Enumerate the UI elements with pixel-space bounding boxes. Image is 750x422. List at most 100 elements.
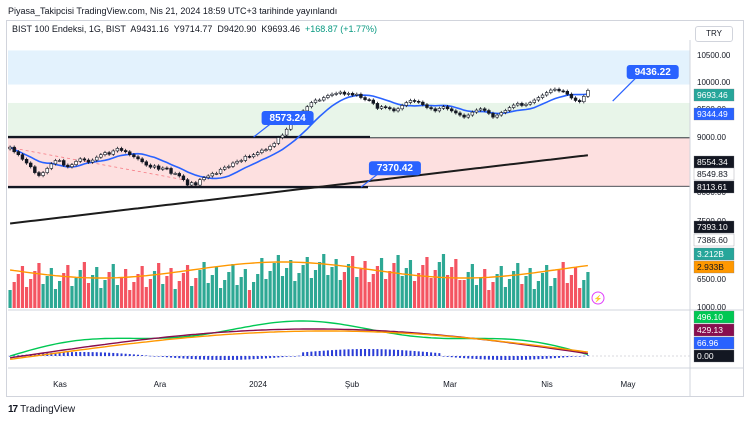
volume-bar — [334, 259, 338, 308]
value-tag-label: 66.96 — [697, 338, 719, 348]
macd-hist-bar — [215, 356, 218, 360]
candle-body — [235, 161, 239, 164]
macd-hist-bar — [533, 356, 536, 360]
macd-hist-bar — [269, 356, 272, 359]
macd-hist-bar — [190, 356, 193, 360]
candle-body — [317, 99, 322, 102]
macd-hist-bar — [401, 350, 404, 356]
candle-body — [511, 104, 516, 108]
zone-band — [8, 137, 690, 187]
volume-bar — [181, 273, 186, 308]
callout-box — [626, 65, 679, 80]
candle-body — [256, 152, 260, 155]
candle-body — [251, 154, 256, 158]
candle-body — [152, 165, 157, 168]
candle-body — [53, 160, 58, 165]
candle-body — [243, 156, 248, 161]
change-value: +168.87 (+1.77%) — [304, 24, 378, 34]
volume-bar — [437, 262, 441, 308]
volume-bar — [33, 271, 37, 308]
candle-body — [128, 151, 132, 155]
macd-hist-bar — [62, 352, 65, 356]
macd-hist-bar — [578, 356, 581, 357]
value-tag-box — [693, 310, 735, 324]
volume-bar — [342, 272, 347, 308]
candle-body — [553, 88, 557, 91]
candle-body — [206, 175, 210, 178]
candle-body — [49, 163, 54, 169]
candle-body — [557, 88, 561, 92]
volume-bar — [29, 279, 33, 308]
macd-hist-bar — [75, 352, 78, 356]
macd-hist-bar — [194, 356, 197, 360]
volume-bar — [140, 266, 144, 308]
macd-hist-bar — [322, 350, 325, 356]
alert-icon — [591, 291, 605, 305]
candle-body — [313, 99, 318, 103]
candle-body — [272, 143, 276, 147]
macd-hist-bar — [351, 349, 354, 356]
macd-hist-bar — [178, 356, 181, 359]
candle-body — [334, 93, 338, 95]
macd-hist-bar — [244, 356, 247, 360]
macd-hist-bar — [137, 354, 140, 356]
macd-hist-bar — [165, 356, 168, 358]
macd-hist-bar — [562, 356, 565, 358]
macd-hist-bar — [504, 356, 507, 360]
candle-body — [169, 168, 173, 174]
volume-bar — [268, 271, 272, 308]
macd-hist-bar — [388, 349, 391, 356]
macd-hist-bar — [380, 349, 383, 356]
volume-bar — [429, 278, 433, 308]
callout-line — [253, 122, 272, 138]
callout-label: 7370.42 — [377, 163, 414, 174]
volume-bar — [256, 274, 260, 308]
macd-hist-bar — [87, 352, 90, 356]
volume-bar — [454, 259, 458, 308]
volume-bar — [214, 267, 219, 308]
volume-bar — [119, 277, 124, 308]
candle-body — [483, 108, 487, 111]
open-value: A9431.16 — [130, 24, 169, 34]
volume-bar — [128, 290, 132, 308]
volume-bar — [565, 283, 569, 308]
candle-body — [367, 99, 371, 101]
volume-bar — [569, 275, 574, 308]
volume-bar — [404, 268, 408, 308]
volume-bar — [326, 275, 330, 308]
candle-body — [520, 103, 524, 106]
macd-hist-bar — [413, 351, 416, 356]
brand-name: TradingView — [20, 404, 76, 415]
macd-hist-bar — [240, 356, 243, 360]
candle-body — [260, 149, 264, 153]
candle-body — [487, 110, 491, 114]
zone-band — [8, 102, 690, 138]
volume-bar — [549, 286, 553, 308]
macd-hist-bar — [66, 352, 69, 356]
volume-bar — [157, 263, 161, 308]
macd-hist-bar — [174, 356, 177, 358]
candle-body — [412, 100, 417, 102]
volume-bar — [8, 290, 12, 308]
volume-bar — [239, 277, 243, 308]
macd-hist-bar — [558, 356, 561, 358]
candle-body — [33, 166, 37, 173]
short-ma-line — [9, 93, 588, 180]
macd-hist-bar — [339, 349, 342, 356]
macd-hist-bar — [574, 356, 577, 357]
currency-button[interactable]: TRY — [695, 26, 733, 42]
macd-hist-bar — [512, 356, 515, 360]
volume-bar — [66, 265, 70, 308]
volume-bar — [545, 265, 549, 308]
macd-hist-bar — [293, 356, 296, 357]
candle-body — [400, 105, 404, 110]
candle-body — [346, 93, 351, 95]
candle-body — [264, 149, 268, 151]
volume-bar — [425, 257, 429, 308]
volume-bar — [483, 269, 487, 308]
price-axis-label: 9000.00 — [697, 133, 726, 142]
value-tag-box — [693, 349, 735, 363]
volume-bar — [169, 268, 173, 308]
macd-hist-bar — [458, 356, 461, 358]
